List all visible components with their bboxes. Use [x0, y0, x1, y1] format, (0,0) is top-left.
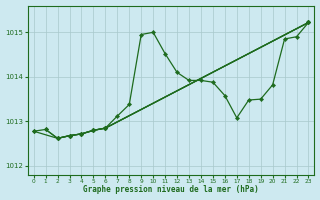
- X-axis label: Graphe pression niveau de la mer (hPa): Graphe pression niveau de la mer (hPa): [83, 185, 259, 194]
